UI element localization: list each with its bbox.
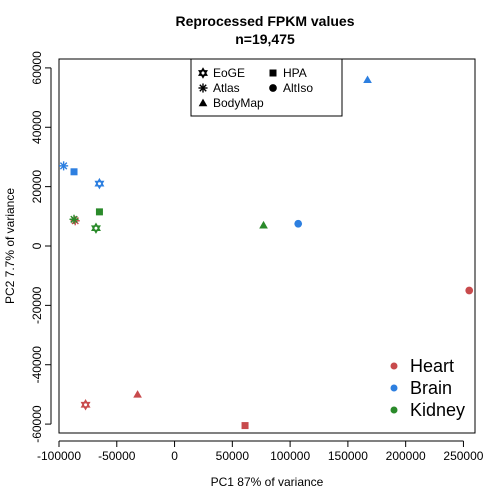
point-brain-bodymap [363, 75, 372, 84]
y-tick-label: 60000 [30, 51, 44, 85]
point-kidney-bodymap [259, 220, 268, 229]
shape-legend-box [190, 58, 343, 117]
point-heart-altiso [465, 286, 474, 295]
point-kidney-eoge [91, 222, 101, 234]
x-tick-label: 150000 [328, 449, 368, 463]
shape-legend-label: Atlas [213, 81, 240, 95]
x-tick-label: 0 [171, 449, 178, 463]
shape-legend-label: HPA [283, 66, 307, 80]
shape-legend-marker-altiso [269, 84, 277, 92]
x-axis-label: PC1 87% of variance [211, 475, 324, 489]
point-heart-bodymap [133, 390, 142, 398]
point-brain-eoge [94, 177, 105, 190]
y-tick-label: -40000 [30, 346, 44, 384]
x-tick-label: 250000 [443, 449, 483, 463]
point-heart-hpa [241, 422, 249, 430]
shape-legend-marker-hpa [269, 69, 277, 77]
shape-legend: EoGE HPA Atlas AltIso BodyMap [190, 58, 343, 117]
x-tick-label: 50000 [216, 449, 250, 463]
color-legend-dot-heart [390, 362, 398, 370]
x-tick-label: -100000 [37, 449, 81, 463]
y-tick-label: -20000 [30, 286, 44, 324]
color-legend-label: Kidney [410, 400, 465, 420]
y-axis: -60000 -40000 -20000 0 20000 40000 60000 [30, 51, 52, 443]
point-kidney-hpa [95, 208, 103, 216]
color-legend-label: Heart [410, 356, 454, 376]
color-legend-label: Brain [410, 378, 452, 398]
shape-legend-marker-atlas [198, 83, 208, 93]
x-tick-label: -50000 [98, 449, 136, 463]
point-brain-hpa [70, 168, 78, 176]
shape-legend-marker-eoge [198, 67, 208, 79]
chart-title-line1: Reprocessed FPKM values [176, 13, 355, 29]
shape-legend-label: EoGE [213, 66, 245, 80]
shape-legend-label: AltIso [283, 81, 313, 95]
point-heart-eoge [80, 399, 91, 411]
y-tick-label: -60000 [30, 405, 44, 443]
color-legend-dot-brain [390, 384, 398, 392]
color-legend-dot-kidney [390, 406, 398, 414]
y-tick-label: 20000 [30, 170, 44, 204]
y-tick-label: 0 [30, 242, 44, 249]
point-kidney-atlas [69, 214, 79, 224]
chart-title-line2: n=19,475 [235, 31, 295, 47]
x-axis: -100000 -50000 0 50000 100000 150000 200000 250… [37, 440, 484, 463]
shape-legend-label: BodyMap [213, 96, 264, 110]
y-tick-label: 40000 [30, 110, 44, 144]
x-tick-label: 100000 [270, 449, 310, 463]
point-brain-atlas [59, 161, 69, 171]
point-brain-altiso [294, 219, 303, 228]
data-points [59, 75, 474, 430]
y-axis-label: PC2 7.7% of variance [3, 188, 17, 304]
shape-legend-marker-bodymap [198, 98, 208, 107]
x-tick-label: 200000 [386, 449, 426, 463]
